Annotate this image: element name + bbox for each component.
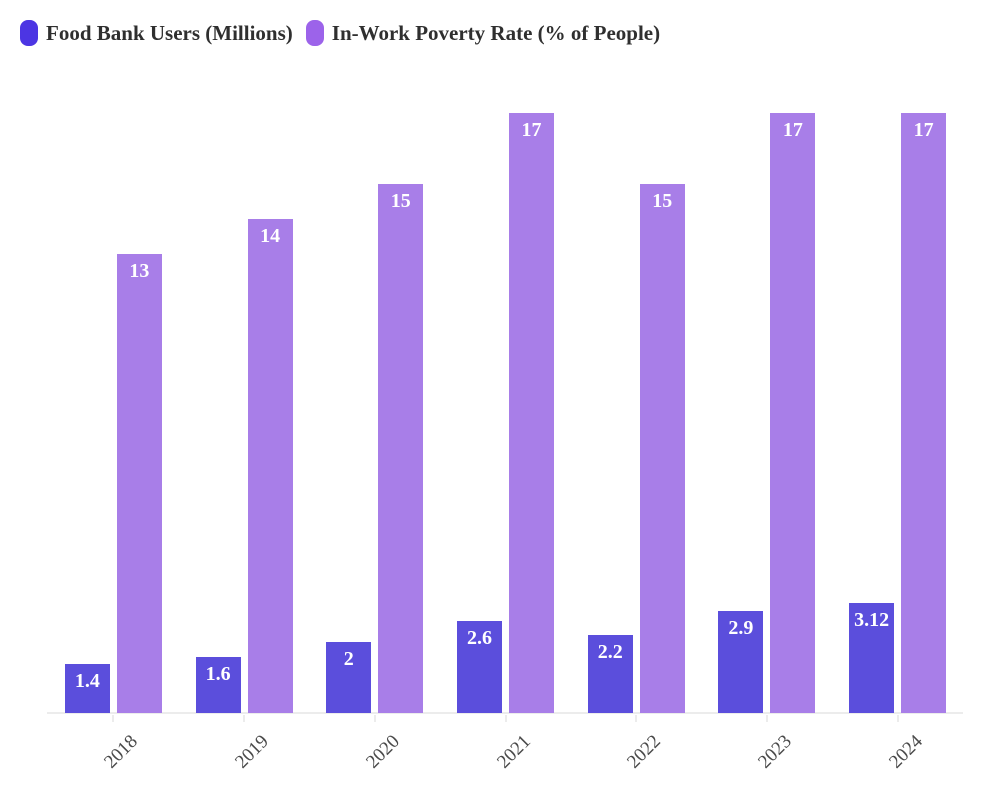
x-axis-label: 2019 bbox=[231, 731, 273, 773]
bar-poverty-rate[interactable]: 17 bbox=[770, 113, 816, 713]
x-axis-label: 2018 bbox=[100, 731, 143, 773]
bar-food-bank-users[interactable]: 2.9 bbox=[718, 611, 764, 713]
bar-value-label: 2.2 bbox=[597, 641, 623, 663]
legend-label-poverty-rate: In-Work Poverty Rate (% of People) bbox=[331, 21, 661, 45]
x-axis-label-wrap: 2019 bbox=[118, 731, 273, 773]
x-axis-tick bbox=[112, 715, 115, 722]
x-axis-tick bbox=[243, 715, 246, 722]
bar-value-label: 2 bbox=[343, 648, 354, 670]
bar-poverty-rate[interactable]: 17 bbox=[509, 113, 554, 713]
x-axis-label-wrap: 2024 bbox=[772, 731, 927, 773]
x-axis-line bbox=[47, 712, 963, 714]
x-axis-label: 2022 bbox=[623, 731, 666, 773]
bar-food-bank-users[interactable]: 1.4 bbox=[64, 664, 110, 713]
bar-value-label: 17 bbox=[913, 119, 934, 141]
bar-value-label: 3.12 bbox=[854, 609, 890, 631]
x-axis-tick bbox=[373, 715, 376, 722]
legend-item-food-bank-users[interactable]: Food Bank Users (Millions) bbox=[20, 19, 293, 47]
legend-marker-poverty-rate-icon bbox=[305, 20, 324, 46]
legend-label-food-bank-users: Food Bank Users (Millions) bbox=[46, 21, 293, 45]
x-axis-tick bbox=[765, 715, 768, 722]
bar-poverty-rate[interactable]: 13 bbox=[116, 254, 162, 713]
x-axis-tick bbox=[896, 715, 899, 722]
bar-food-bank-users[interactable]: 2.6 bbox=[457, 621, 502, 713]
x-axis-label-wrap: 2018 bbox=[0, 731, 142, 773]
bar-food-bank-users[interactable]: 2.2 bbox=[587, 635, 633, 713]
x-axis-label: 2021 bbox=[492, 731, 535, 773]
bar-value-label: 14 bbox=[260, 225, 281, 247]
bar-poverty-rate[interactable]: 14 bbox=[247, 219, 293, 713]
bar-value-label: 2.6 bbox=[467, 627, 492, 649]
x-axis-label-wrap: 2023 bbox=[641, 731, 796, 773]
bar-value-label: 1.6 bbox=[205, 663, 231, 685]
bar-food-bank-users[interactable]: 3.12 bbox=[849, 603, 895, 713]
x-axis-label: 2020 bbox=[361, 731, 404, 773]
bar-food-bank-users[interactable]: 1.6 bbox=[195, 657, 241, 713]
bar-value-label: 2.9 bbox=[728, 617, 754, 639]
x-axis-label: 2024 bbox=[884, 731, 927, 773]
x-axis-label-wrap: 2022 bbox=[510, 731, 665, 773]
x-axis-tick bbox=[635, 715, 638, 722]
bar-poverty-rate[interactable]: 15 bbox=[378, 184, 424, 713]
x-axis-label-wrap: 2020 bbox=[249, 731, 404, 773]
x-axis-tick bbox=[504, 715, 507, 722]
legend: Food Bank Users (Millions) In-Work Pover… bbox=[20, 19, 660, 47]
bar-value-label: 15 bbox=[652, 190, 673, 212]
bar-value-label: 13 bbox=[129, 260, 150, 282]
bar-value-label: 17 bbox=[782, 119, 803, 141]
bar-value-label: 17 bbox=[521, 119, 542, 141]
bar-food-bank-users[interactable]: 2 bbox=[326, 642, 372, 713]
bar-value-label: 1.4 bbox=[74, 670, 100, 692]
x-axis-label-wrap: 2021 bbox=[380, 731, 535, 773]
bar-value-label: 15 bbox=[390, 190, 411, 212]
x-axis-label: 2023 bbox=[754, 731, 796, 773]
bar-poverty-rate[interactable]: 15 bbox=[639, 184, 685, 713]
legend-item-poverty-rate[interactable]: In-Work Poverty Rate (% of People) bbox=[305, 19, 661, 47]
bar-poverty-rate[interactable]: 17 bbox=[901, 113, 947, 713]
legend-marker-food-bank-users-icon bbox=[20, 20, 38, 46]
